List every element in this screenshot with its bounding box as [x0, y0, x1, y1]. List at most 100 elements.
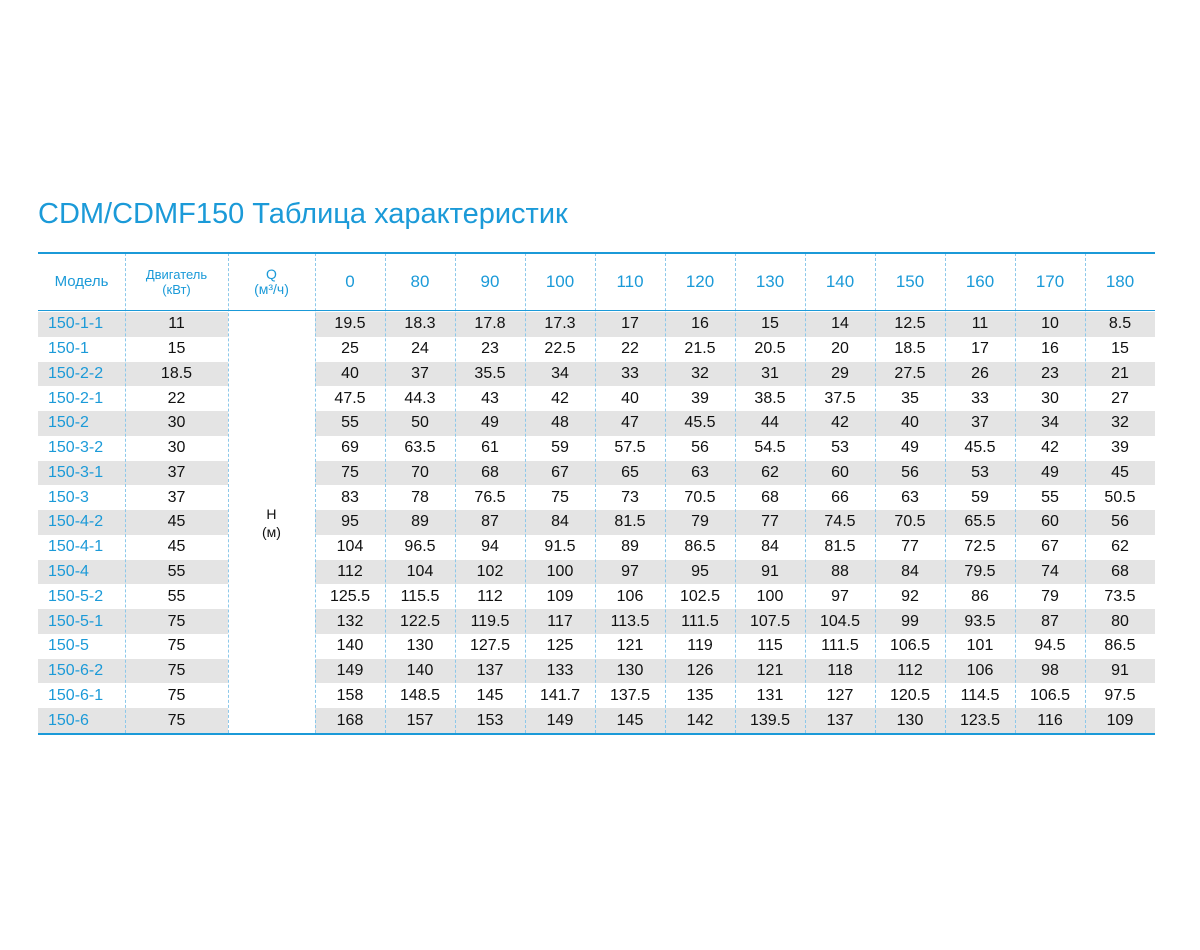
value-cell: 86: [945, 584, 1015, 610]
value-cell: 53: [945, 460, 1015, 486]
value-cell: 98: [1015, 658, 1085, 684]
motor-cell: 37: [125, 460, 228, 486]
motor-cell: 22: [125, 386, 228, 412]
model-cell: 150-4: [38, 559, 125, 585]
value-cell: 115: [735, 633, 805, 659]
value-cell: 104: [385, 559, 455, 585]
value-cell: 89: [385, 510, 455, 535]
value-cell: 127.5: [455, 633, 525, 659]
value-cell: 26: [945, 361, 1015, 387]
value-cell: 130: [595, 658, 665, 684]
value-cell: 133: [525, 658, 595, 684]
value-cell: 25: [315, 336, 385, 362]
value-cell: 148.5: [385, 683, 455, 709]
value-cell: 94.5: [1015, 633, 1085, 659]
value-cell: 100: [735, 584, 805, 610]
value-cell: 137: [805, 708, 875, 733]
header-cell: 0: [345, 271, 355, 291]
value-cell: 92: [875, 584, 945, 610]
value-cell: 47.5: [315, 386, 385, 412]
model-cell: 150-2-1: [38, 386, 125, 412]
header-cell: 90: [480, 271, 500, 291]
value-cell: 86.5: [1085, 633, 1155, 659]
value-cell: 67: [1015, 534, 1085, 560]
motor-cell: 45: [125, 510, 228, 535]
value-cell: 120.5: [875, 683, 945, 709]
value-cell: 57.5: [595, 435, 665, 461]
value-cell: 20: [805, 336, 875, 362]
model-cell: 150-6: [38, 708, 125, 733]
motor-cell: 15: [125, 336, 228, 362]
value-cell: 95: [665, 559, 735, 585]
value-cell: 95: [315, 510, 385, 535]
h-label: H (м): [262, 505, 281, 540]
value-cell: 87: [1015, 609, 1085, 634]
value-cell: 102.5: [665, 584, 735, 610]
motor-cell: 55: [125, 559, 228, 585]
value-cell: 118: [805, 658, 875, 684]
value-cell: 79: [665, 510, 735, 535]
value-cell: 63: [665, 460, 735, 486]
value-cell: 39: [1085, 435, 1155, 461]
value-cell: 49: [1015, 460, 1085, 486]
value-cell: 50.5: [1085, 485, 1155, 511]
value-cell: 83: [315, 485, 385, 511]
column-divider: [1015, 253, 1016, 733]
value-cell: 109: [525, 584, 595, 610]
value-cell: 97: [805, 584, 875, 610]
value-cell: 40: [595, 386, 665, 412]
value-cell: 102: [455, 559, 525, 585]
header-cell: Двигатель (кВт): [145, 266, 208, 297]
motor-cell: 55: [125, 584, 228, 610]
value-cell: 18.3: [385, 312, 455, 337]
header-cell: 110: [616, 271, 644, 291]
value-cell: 99: [875, 609, 945, 634]
value-cell: 14: [805, 312, 875, 337]
value-cell: 131: [735, 683, 805, 709]
model-cell: 150-4-1: [38, 534, 125, 560]
motor-cell: 75: [125, 633, 228, 659]
value-cell: 37.5: [805, 386, 875, 412]
value-cell: 121: [735, 658, 805, 684]
value-cell: 59: [525, 435, 595, 461]
value-cell: 43: [455, 386, 525, 412]
value-cell: 158: [315, 683, 385, 709]
value-cell: 53: [805, 435, 875, 461]
value-cell: 35.5: [455, 361, 525, 387]
bottom-border: [38, 733, 1155, 735]
value-cell: 77: [875, 534, 945, 560]
model-cell: 150-4-2: [38, 510, 125, 535]
value-cell: 23: [455, 336, 525, 362]
value-cell: 17: [595, 312, 665, 337]
value-cell: 40: [875, 411, 945, 436]
value-cell: 101: [945, 633, 1015, 659]
model-cell: 150-2: [38, 411, 125, 436]
value-cell: 68: [455, 460, 525, 486]
value-cell: 56: [1085, 510, 1155, 535]
value-cell: 140: [315, 633, 385, 659]
value-cell: 34: [1015, 411, 1085, 436]
value-cell: 81.5: [595, 510, 665, 535]
value-cell: 40: [315, 361, 385, 387]
value-cell: 115.5: [385, 584, 455, 610]
value-cell: 42: [525, 386, 595, 412]
value-cell: 106: [595, 584, 665, 610]
header-border: [38, 310, 1155, 311]
value-cell: 56: [875, 460, 945, 486]
value-cell: 19.5: [315, 312, 385, 337]
value-cell: 130: [385, 633, 455, 659]
value-cell: 135: [665, 683, 735, 709]
model-cell: 150-3: [38, 485, 125, 511]
value-cell: 80: [1085, 609, 1155, 634]
column-divider: [455, 253, 456, 733]
value-cell: 79.5: [945, 559, 1015, 585]
column-divider: [125, 253, 126, 733]
value-cell: 29: [805, 361, 875, 387]
motor-cell: 37: [125, 485, 228, 511]
value-cell: 65.5: [945, 510, 1015, 535]
value-cell: 66: [805, 485, 875, 511]
motor-cell: 30: [125, 435, 228, 461]
value-cell: 89: [595, 534, 665, 560]
motor-cell: 18.5: [125, 361, 228, 387]
value-cell: 45: [1085, 460, 1155, 486]
